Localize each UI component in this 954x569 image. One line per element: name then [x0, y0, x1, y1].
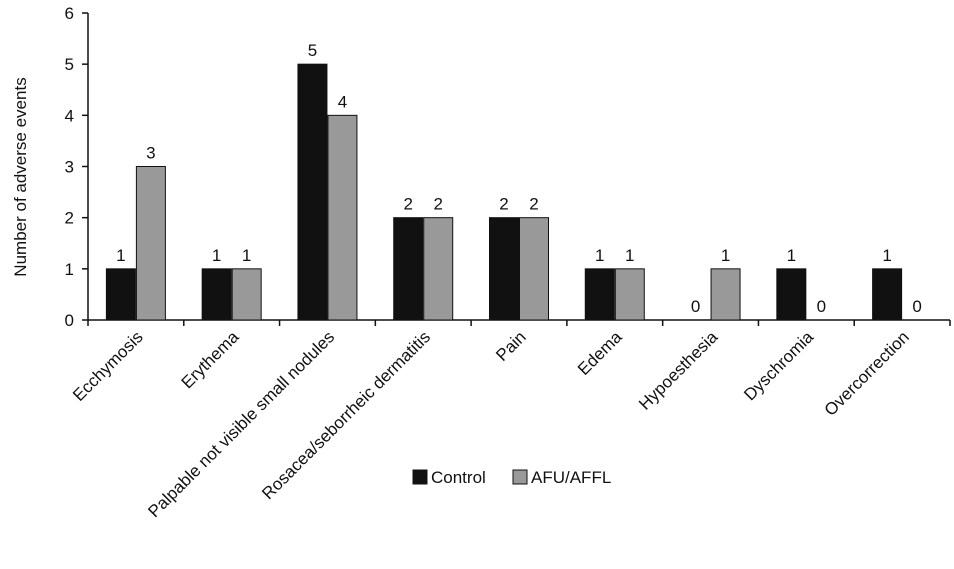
- data-label: 0: [817, 297, 826, 316]
- bar-afu-affl: [423, 217, 454, 321]
- data-label: 2: [499, 195, 508, 214]
- bar-control: [297, 63, 328, 321]
- data-label: 2: [529, 195, 538, 214]
- bar-afu-affl: [231, 268, 262, 321]
- legend-label: AFU/AFFL: [531, 468, 611, 487]
- legend-swatch: [512, 469, 528, 485]
- bar-control: [105, 268, 136, 321]
- y-tick-label: 3: [65, 158, 74, 177]
- data-label: 3: [146, 144, 155, 163]
- y-tick-label: 4: [65, 106, 74, 125]
- data-label: 2: [433, 195, 442, 214]
- data-label: 1: [212, 246, 221, 265]
- y-tick-label: 5: [65, 55, 74, 74]
- bar-control: [393, 217, 424, 321]
- y-tick-label: 2: [65, 209, 74, 228]
- y-tick-label: 6: [65, 4, 74, 23]
- chart-bars: [105, 63, 903, 321]
- legend-label: Control: [431, 468, 486, 487]
- bar-afu-affl: [135, 166, 166, 321]
- data-label: 1: [242, 246, 251, 265]
- chart-data-labels: 1 3 1 1 5 4 2 2 2 2 1 1 0 1 1 0 1 0: [116, 41, 922, 316]
- x-category-label: Overcorrection: [821, 327, 913, 419]
- x-category-label: Ecchymosis: [69, 327, 147, 405]
- data-label: 1: [882, 246, 891, 265]
- bar-afu-affl: [710, 268, 741, 321]
- y-tick-label: 1: [65, 260, 74, 279]
- x-category-label: Edema: [574, 327, 626, 379]
- x-category-label: Palpable not visible small nodules: [144, 327, 338, 521]
- bar-control: [584, 268, 615, 321]
- data-label: 1: [625, 246, 634, 265]
- data-label: 1: [787, 246, 796, 265]
- data-label: 2: [403, 195, 412, 214]
- data-label: 5: [308, 41, 317, 60]
- y-axis-title: Number of adverse events: [11, 77, 30, 276]
- chart-legend: Control AFU/AFFL: [412, 468, 611, 487]
- data-label: 1: [595, 246, 604, 265]
- bar-control: [872, 268, 903, 321]
- data-label: 4: [338, 92, 347, 111]
- x-category-label: Dyschromia: [740, 327, 817, 404]
- bar-control: [489, 217, 519, 321]
- data-label: 1: [116, 246, 125, 265]
- bar-afu-affl: [519, 217, 549, 321]
- y-tick-label: 0: [65, 311, 74, 330]
- bar-control: [201, 268, 232, 321]
- x-category-label: Erythema: [178, 327, 243, 392]
- legend-swatch: [412, 469, 428, 485]
- x-category-label: Hypoesthesia: [635, 327, 722, 414]
- x-category-label: Pain: [492, 327, 529, 364]
- data-label: 0: [691, 297, 700, 316]
- bar-afu-affl: [614, 268, 645, 321]
- data-label: 0: [912, 297, 921, 316]
- data-label: 1: [721, 246, 730, 265]
- bar-control: [776, 268, 807, 321]
- x-category-label: Rosacea/seborrheic dermatitis: [258, 327, 434, 503]
- bar-afu-affl: [327, 114, 358, 321]
